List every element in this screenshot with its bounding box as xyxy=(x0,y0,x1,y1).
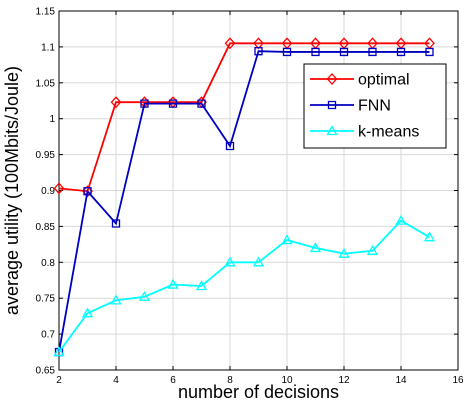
data-point-FNN xyxy=(425,47,434,57)
x-tick-label: 8 xyxy=(227,375,233,386)
data-point-FNN xyxy=(83,187,92,196)
y-tick-label: 1.05 xyxy=(36,78,56,89)
y-tick-label: 1.15 xyxy=(36,7,56,18)
data-point-FNN xyxy=(311,47,320,57)
series-FNN xyxy=(54,47,434,357)
x-tick-label: 2 xyxy=(56,375,62,386)
data-point-optimal xyxy=(53,182,65,195)
legend-item-k-means: k-means xyxy=(310,124,419,141)
legend-item-optimal: optimal xyxy=(310,72,410,89)
axis-ticks: 2 4 6 8 10 12 14 16 0.65 0.7 0.75 0.8 0.85 0.9 0.95 1 1.… xyxy=(36,7,464,387)
data-point-k-means xyxy=(281,234,293,245)
y-axis-title: average utility (100Mbits/Joule) xyxy=(2,66,22,315)
data-point-FNN xyxy=(254,47,263,56)
series-k-means xyxy=(53,214,436,357)
legend-marker xyxy=(326,73,338,85)
x-tick-label: 10 xyxy=(281,375,293,386)
y-tick-label: 1.1 xyxy=(41,42,55,53)
series-layer xyxy=(53,37,436,357)
x-tick-label: 4 xyxy=(113,375,119,386)
data-point-FNN xyxy=(339,47,349,57)
legend-marker xyxy=(327,100,337,110)
legend-label: optimal xyxy=(358,72,410,89)
legend-label: FNN xyxy=(358,98,391,115)
legend-item-FNN: FNN xyxy=(310,98,391,115)
x-tick-label: 6 xyxy=(170,375,176,386)
data-point-FNN xyxy=(282,47,292,57)
data-point-k-means xyxy=(53,346,65,357)
data-point-FNN xyxy=(140,99,149,108)
data-point-FNN xyxy=(225,141,235,151)
y-tick-label: 0.9 xyxy=(41,186,55,197)
data-point-FNN xyxy=(396,47,406,57)
data-point-optimal xyxy=(110,96,122,109)
data-point-k-means xyxy=(81,307,94,318)
data-point-k-means xyxy=(167,278,179,289)
data-point-FNN xyxy=(111,219,121,228)
data-point-FNN xyxy=(368,47,377,57)
data-point-k-means xyxy=(252,256,265,267)
data-point-k-means xyxy=(224,256,236,267)
data-point-k-means xyxy=(366,244,379,255)
legend-marker xyxy=(326,125,338,136)
legend: optimal FNN k-means xyxy=(303,63,447,149)
y-tick-label: 0.75 xyxy=(36,294,56,305)
x-tick-label: 14 xyxy=(395,375,407,386)
y-tick-label: 0.95 xyxy=(36,150,56,161)
y-tick-label: 0.65 xyxy=(36,366,56,377)
x-tick-label: 16 xyxy=(452,375,464,386)
data-point-FNN xyxy=(168,99,178,108)
data-point-k-means xyxy=(395,214,407,225)
x-tick-label: 12 xyxy=(338,375,350,386)
data-point-k-means xyxy=(195,280,208,291)
x-axis-title: number of decisions xyxy=(178,382,339,402)
series-line-k-means xyxy=(58,219,430,353)
y-tick-label: 0.7 xyxy=(41,330,55,341)
y-tick-label: 1 xyxy=(49,114,55,125)
data-point-k-means xyxy=(138,290,151,301)
data-point-k-means xyxy=(338,247,350,258)
data-point-k-means xyxy=(423,231,436,242)
y-tick-label: 0.85 xyxy=(36,222,56,233)
data-point-FNN xyxy=(197,99,206,108)
y-tick-label: 0.8 xyxy=(41,258,55,269)
legend-label: k-means xyxy=(358,124,419,141)
data-point-k-means xyxy=(309,242,322,253)
data-point-optimal xyxy=(224,37,236,50)
data-point-k-means xyxy=(110,294,122,305)
series-line-FNN xyxy=(58,50,430,353)
